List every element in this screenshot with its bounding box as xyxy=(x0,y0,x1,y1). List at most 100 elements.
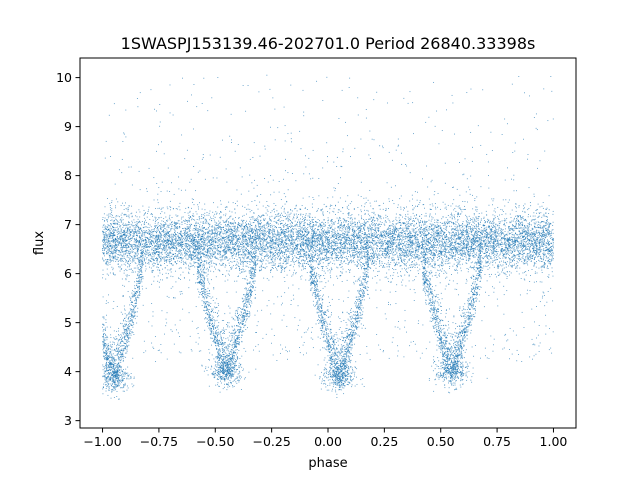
data-point xyxy=(530,220,532,222)
data-point xyxy=(210,237,212,239)
data-point xyxy=(452,252,454,254)
data-point xyxy=(207,251,209,253)
data-point xyxy=(188,251,190,253)
data-point xyxy=(317,249,319,251)
data-point xyxy=(339,228,341,230)
data-point xyxy=(327,229,329,231)
data-point xyxy=(379,255,381,257)
data-point xyxy=(369,260,371,262)
data-point xyxy=(121,251,123,253)
data-point xyxy=(179,249,181,251)
data-point xyxy=(153,231,155,233)
data-point xyxy=(439,269,441,271)
data-point xyxy=(547,253,549,255)
data-point xyxy=(443,221,445,223)
data-point xyxy=(189,245,191,246)
data-point xyxy=(278,218,280,220)
data-point xyxy=(470,248,472,250)
data-point xyxy=(304,222,306,224)
data-point xyxy=(332,231,334,233)
data-point xyxy=(330,237,332,239)
data-point xyxy=(109,272,111,274)
data-point xyxy=(185,233,187,234)
data-point xyxy=(490,249,492,251)
data-point xyxy=(153,235,155,237)
data-point xyxy=(394,225,396,227)
data-point xyxy=(282,225,284,226)
data-point xyxy=(282,205,284,207)
data-point xyxy=(319,252,321,254)
data-point xyxy=(350,256,352,258)
data-point xyxy=(203,247,205,249)
data-point xyxy=(126,251,128,253)
data-point xyxy=(244,233,245,234)
data-point xyxy=(419,231,421,232)
data-point xyxy=(415,243,417,245)
data-point xyxy=(346,251,348,253)
data-point xyxy=(154,224,156,226)
data-point xyxy=(153,265,155,267)
data-point xyxy=(451,215,453,217)
data-point xyxy=(445,277,446,279)
data-point xyxy=(478,262,480,264)
data-point xyxy=(551,232,552,234)
data-point xyxy=(319,263,321,265)
data-point xyxy=(205,229,206,230)
data-point xyxy=(369,228,371,230)
data-point xyxy=(336,266,338,268)
data-point xyxy=(361,248,363,250)
data-point xyxy=(498,225,500,227)
data-point xyxy=(349,225,351,226)
data-point xyxy=(237,240,239,242)
data-point xyxy=(333,211,335,213)
data-point xyxy=(263,240,265,242)
data-point xyxy=(412,251,414,253)
data-point xyxy=(428,232,430,234)
data-point xyxy=(444,260,446,262)
data-point xyxy=(328,258,330,260)
data-point xyxy=(349,241,351,243)
data-point xyxy=(476,234,478,236)
data-point xyxy=(269,246,271,247)
data-point xyxy=(441,218,443,220)
data-point xyxy=(509,228,511,229)
data-point xyxy=(384,231,386,233)
data-point xyxy=(265,259,267,261)
data-point xyxy=(171,235,173,237)
data-point xyxy=(533,254,535,256)
data-point xyxy=(251,209,253,211)
data-point xyxy=(491,273,492,275)
data-point xyxy=(252,241,254,243)
data-point xyxy=(186,243,188,244)
data-point xyxy=(113,235,114,237)
data-point xyxy=(416,255,418,257)
data-point xyxy=(128,241,130,243)
data-point xyxy=(299,245,301,247)
data-point xyxy=(341,226,343,228)
data-point xyxy=(367,248,369,249)
data-point xyxy=(147,245,149,247)
data-point xyxy=(493,219,495,221)
data-point xyxy=(162,244,164,246)
data-point xyxy=(220,211,221,213)
data-point xyxy=(320,234,321,235)
data-point xyxy=(106,252,107,254)
data-point xyxy=(351,222,353,224)
data-point xyxy=(170,268,172,270)
data-point xyxy=(260,243,262,245)
data-point xyxy=(520,233,522,234)
data-point xyxy=(191,247,193,249)
data-point xyxy=(323,248,324,250)
data-point xyxy=(472,244,474,246)
data-point xyxy=(295,231,297,233)
data-point xyxy=(429,243,431,245)
data-point xyxy=(238,255,240,257)
data-point xyxy=(483,230,485,232)
data-point xyxy=(400,275,402,277)
data-point xyxy=(389,281,391,283)
data-point xyxy=(228,228,230,230)
data-point xyxy=(321,237,323,238)
data-point xyxy=(235,310,237,312)
data-point xyxy=(444,251,446,252)
data-point xyxy=(500,230,502,232)
